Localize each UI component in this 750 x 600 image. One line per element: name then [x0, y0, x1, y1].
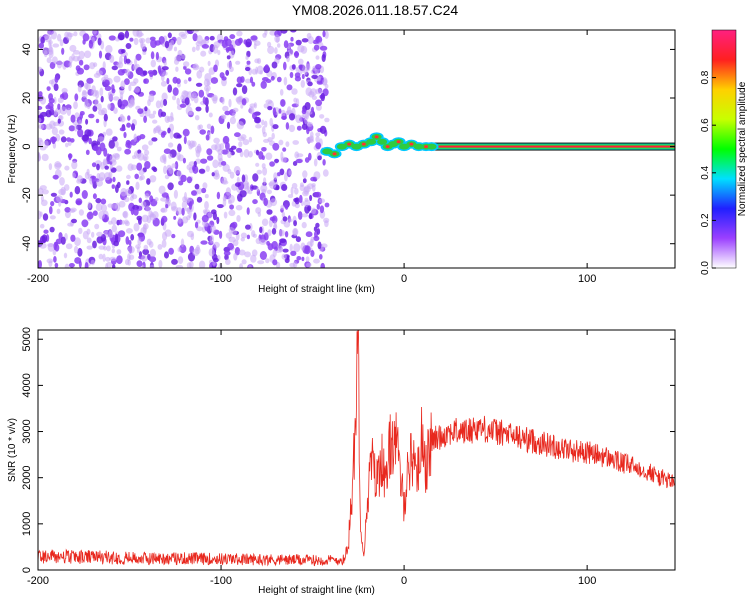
colorbar-tick-label: 0.6 [700, 118, 711, 132]
snr-frame [37, 329, 676, 571]
heatmap-frame [37, 29, 676, 269]
snr-y-tick-label: 4000 [21, 373, 33, 397]
figure-title: YM08.2026.011.18.57.C24 [291, 2, 459, 18]
heatmap-y-tick-label: 0 [21, 144, 33, 150]
heatmap-x-tick-label: 100 [578, 273, 596, 285]
snr-y-tick-label: 1000 [21, 512, 33, 536]
snr-series-line [38, 330, 675, 567]
heatmap-noise-region [38, 30, 330, 268]
snr-y-label: SNR (10 * v/v) [7, 418, 18, 482]
snr-x-label: Height of straight line (km) [258, 585, 375, 596]
heatmap-steady-line [431, 142, 675, 151]
snr-y-tick-label: 0 [21, 567, 33, 573]
colorbar-tick-label: 0.0 [700, 261, 711, 275]
heatmap-signal-wiggle [320, 132, 439, 159]
colorbar-tick-label: 0.8 [700, 70, 711, 84]
heatmap-x-tick-label: -100 [210, 273, 232, 285]
snr-x-tick-label: 0 [401, 575, 407, 587]
snr-y-tick-label: 3000 [21, 419, 33, 443]
colorbar [711, 29, 737, 269]
heatmap-area [38, 30, 675, 268]
snr-y-tick-label: 2000 [21, 465, 33, 489]
heatmap-y-tick-label: 20 [21, 92, 33, 104]
heatmap-y-label: Frequency (Hz) [7, 115, 18, 184]
colorbar-label: Normalized spectral amplitude [737, 81, 748, 216]
colorbar-tick-label: 0.4 [700, 165, 711, 179]
snr-y-tick-label: 5000 [21, 327, 33, 351]
snr-x-tick-label: -100 [210, 575, 232, 587]
heatmap-y-tick-label: -20 [21, 187, 33, 203]
colorbar-tick-label: 0.2 [700, 213, 711, 227]
heatmap-y-tick-label: 40 [21, 43, 33, 55]
snr-x-tick-label: 100 [578, 575, 596, 587]
heatmap-x-tick-label: 0 [401, 273, 407, 285]
heatmap-x-label: Height of straight line (km) [258, 284, 375, 295]
heatmap-x-tick-label: -200 [27, 273, 49, 285]
heatmap-y-tick-label: -40 [21, 236, 33, 252]
snr-x-tick-label: -200 [27, 575, 49, 587]
